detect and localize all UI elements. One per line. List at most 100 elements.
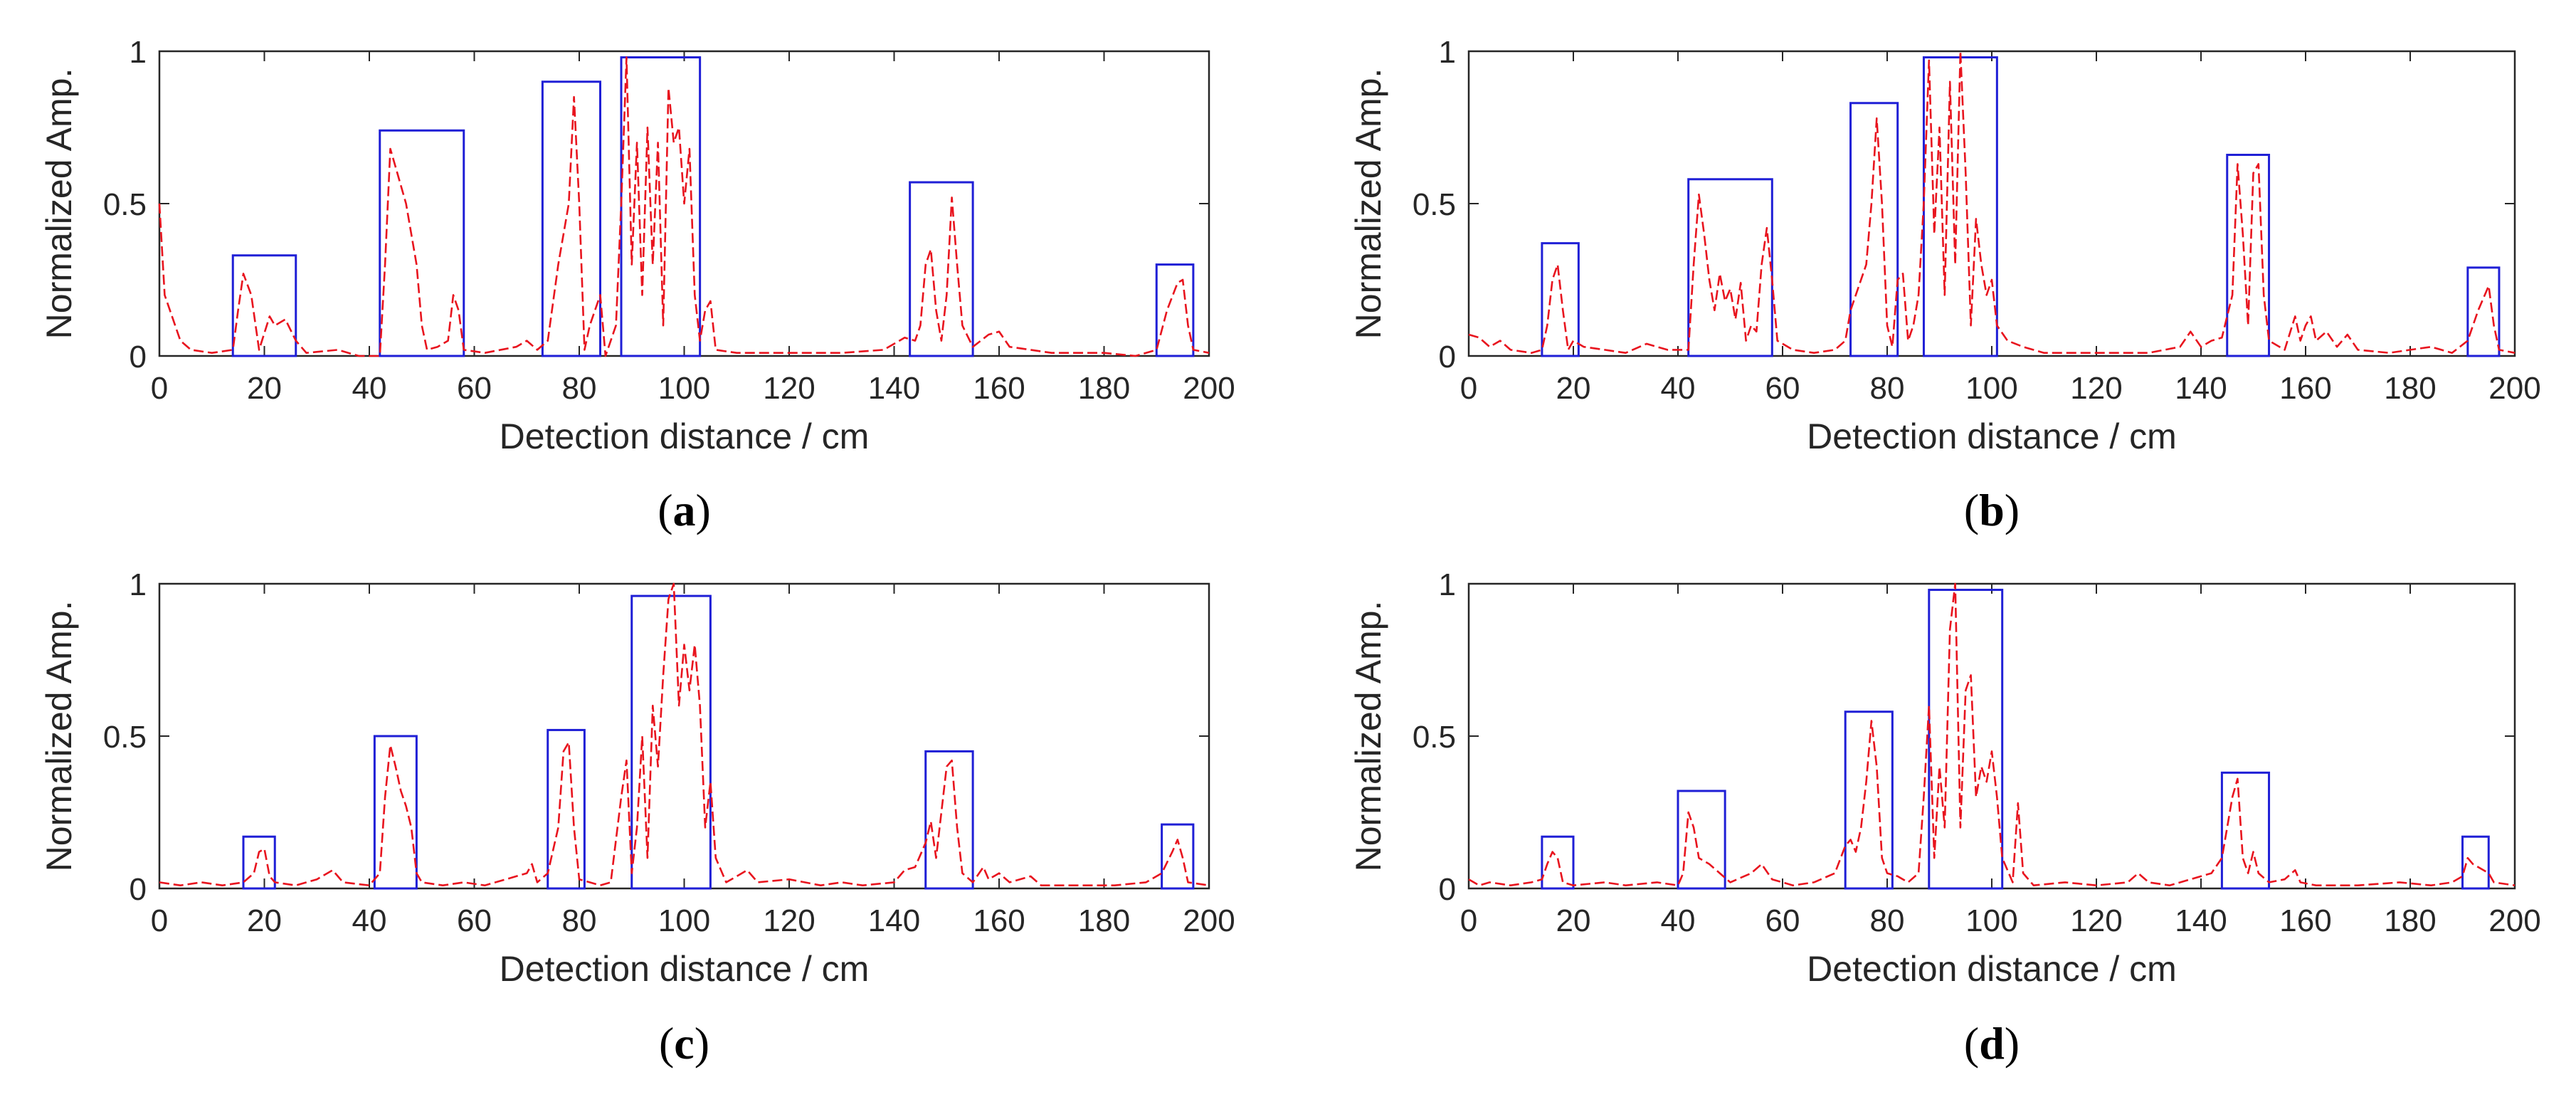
- detection-box: [1928, 589, 2004, 890]
- x-tick-label: 20: [247, 903, 282, 938]
- detection-box: [1541, 242, 1580, 357]
- y-tick-label: 0.5: [103, 187, 147, 222]
- y-axis-label: Normalized Amp.: [39, 601, 79, 872]
- detection-box: [242, 835, 276, 890]
- detection-box: [1849, 102, 1899, 357]
- detection-box: [630, 594, 712, 890]
- x-tick-label: 140: [868, 903, 920, 938]
- panel-label: (c): [659, 1018, 709, 1069]
- echo-series-line: [1468, 50, 2516, 354]
- y-axis-label: Normalized Amp.: [1348, 601, 1388, 872]
- x-tick-label: 160: [973, 371, 1025, 406]
- x-axis-label: Detection distance / cm: [1807, 416, 2177, 456]
- panel-d: 0 20 40 60 80 100 120 140 160 180 200 0 0.5 1 Detectio…: [1348, 567, 2541, 1069]
- y-axis-label: Normalized Amp.: [39, 68, 79, 340]
- y-tick-label: 0: [1439, 872, 1456, 907]
- detection-box: [2220, 771, 2271, 890]
- x-tick-label: 20: [1556, 903, 1591, 938]
- x-tick-label: 180: [2384, 903, 2436, 938]
- detection-box: [379, 129, 465, 357]
- y-tick-label: 0: [1439, 340, 1456, 374]
- axes-frame: [1467, 582, 2516, 890]
- y-tick-label: 0: [130, 872, 147, 907]
- x-tick-label: 20: [247, 371, 282, 406]
- detection-box: [1541, 835, 1575, 890]
- panel-a: 0 20 40 60 80 100 120 140 160 180 200 0 0.5 1 Detectio…: [39, 35, 1235, 535]
- detection-box: [1677, 789, 1726, 890]
- x-tick-label: 40: [352, 371, 387, 406]
- x-tick-label: 100: [1965, 371, 2017, 406]
- x-tick-label: 200: [1183, 903, 1235, 938]
- detection-box: [373, 735, 418, 890]
- x-tick-label: 100: [658, 371, 710, 406]
- detection-box: [1844, 710, 1894, 890]
- x-tick-label: 200: [2488, 903, 2540, 938]
- x-tick-label: 120: [763, 903, 815, 938]
- x-tick-label: 140: [2175, 903, 2227, 938]
- echo-series-line: [158, 56, 1210, 357]
- y-tick-label: 1: [1439, 567, 1456, 602]
- x-tick-label: 80: [562, 903, 597, 938]
- y-tick-label: 0.5: [103, 720, 147, 755]
- echo-series-line: [159, 582, 1210, 886]
- x-tick-label: 180: [2384, 371, 2436, 406]
- detection-box: [2466, 266, 2501, 357]
- x-tick-label: 40: [352, 903, 387, 938]
- panel-b: 0 20 40 60 80 100 120 140 160 180 200 0 0.5 1 Detectio…: [1348, 35, 2541, 535]
- x-axis-label: Detection distance / cm: [1807, 949, 2177, 989]
- x-tick-label: 200: [1183, 371, 1235, 406]
- x-tick-label: 100: [658, 903, 710, 938]
- x-tick-label: 140: [2175, 371, 2227, 406]
- x-tick-label: 60: [457, 903, 492, 938]
- detection-box: [1161, 823, 1195, 890]
- x-tick-label: 160: [2279, 371, 2331, 406]
- x-tick-label: 120: [2070, 903, 2122, 938]
- x-tick-label: 80: [562, 371, 597, 406]
- detection-box: [231, 254, 297, 357]
- x-tick-label: 0: [1460, 371, 1477, 406]
- y-tick-label: 0.5: [1413, 720, 1456, 755]
- x-tick-label: 180: [1078, 371, 1130, 406]
- axes-frame: [158, 582, 1210, 890]
- panel-label: (b): [1964, 485, 2020, 535]
- detection-box: [909, 181, 974, 357]
- x-tick-label: 160: [2279, 903, 2331, 938]
- detection-box: [541, 80, 601, 357]
- x-tick-label: 120: [2070, 371, 2122, 406]
- x-tick-label: 120: [763, 371, 815, 406]
- echo-series-line: [1468, 582, 2516, 886]
- x-tick-label: 0: [1460, 903, 1477, 938]
- y-tick-label: 0: [130, 340, 147, 374]
- y-tick-label: 0.5: [1413, 187, 1456, 222]
- x-tick-label: 40: [1661, 903, 1696, 938]
- x-tick-label: 40: [1661, 371, 1696, 406]
- x-tick-label: 200: [2488, 371, 2540, 406]
- detection-box: [547, 728, 586, 890]
- x-tick-label: 60: [457, 371, 492, 406]
- y-tick-label: 1: [130, 35, 147, 70]
- y-tick-label: 1: [1439, 35, 1456, 70]
- x-tick-label: 180: [1078, 903, 1130, 938]
- x-axis-label: Detection distance / cm: [500, 949, 870, 989]
- x-tick-label: 0: [151, 371, 168, 406]
- axes-frame: [1467, 50, 2516, 357]
- x-tick-label: 20: [1556, 371, 1591, 406]
- panel-c: 0 20 40 60 80 100 120 140 160 180 200 0 0.5 1 Detectio…: [39, 567, 1235, 1069]
- x-tick-label: 140: [868, 371, 920, 406]
- detection-box: [1687, 178, 1773, 357]
- detection-box: [1155, 263, 1195, 357]
- x-tick-label: 100: [1965, 903, 2017, 938]
- x-tick-label: 160: [973, 903, 1025, 938]
- x-tick-label: 80: [1870, 903, 1905, 938]
- x-tick-label: 0: [151, 903, 168, 938]
- y-axis-label: Normalized Amp.: [1348, 68, 1388, 340]
- x-tick-label: 60: [1765, 903, 1800, 938]
- x-tick-label: 60: [1765, 371, 1800, 406]
- y-tick-label: 1: [130, 567, 147, 602]
- panel-label: (a): [658, 485, 711, 535]
- panel-label: (d): [1964, 1018, 2020, 1069]
- detection-box: [2226, 154, 2271, 357]
- x-tick-label: 80: [1870, 371, 1905, 406]
- x-axis-label: Detection distance / cm: [500, 416, 870, 456]
